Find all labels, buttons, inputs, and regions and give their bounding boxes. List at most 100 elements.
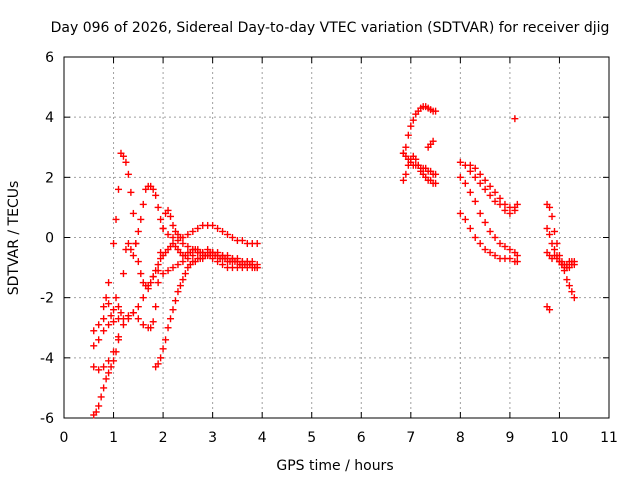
- x-tick-label: 11: [600, 430, 618, 446]
- data-point: [476, 179, 484, 187]
- series-s10: [424, 137, 437, 151]
- series-s13: [456, 209, 521, 266]
- data-point: [100, 327, 108, 335]
- data-point: [456, 158, 464, 166]
- data-point: [548, 240, 556, 248]
- data-point: [219, 227, 227, 235]
- data-point: [228, 234, 236, 241]
- data-point: [412, 155, 420, 163]
- data-point: [95, 366, 103, 374]
- series-s15: [543, 200, 578, 302]
- data-point: [404, 131, 412, 139]
- data-point: [551, 246, 558, 254]
- data-point: [167, 315, 175, 323]
- data-point: [90, 342, 98, 350]
- data-point: [107, 363, 115, 371]
- data-point: [147, 324, 155, 332]
- data-point: [513, 258, 521, 266]
- data-point: [546, 203, 554, 211]
- series-s17: [543, 224, 578, 272]
- x-tick-label: 0: [60, 430, 69, 446]
- data-point: [137, 215, 145, 223]
- data-point: [154, 203, 162, 211]
- data-point: [167, 212, 175, 220]
- data-point: [209, 255, 217, 263]
- data-point: [491, 234, 499, 241]
- data-point: [112, 294, 120, 302]
- data-point: [162, 336, 170, 344]
- x-tick-label: 7: [406, 430, 415, 446]
- data-point: [154, 267, 162, 275]
- x-tick-label: 4: [258, 430, 267, 446]
- data-point: [179, 276, 187, 284]
- data-point: [543, 224, 551, 232]
- data-point: [100, 315, 108, 323]
- data-point: [506, 255, 514, 263]
- data-point: [471, 197, 479, 205]
- data-point: [149, 273, 157, 281]
- data-point: [184, 243, 192, 251]
- data-point: [139, 200, 147, 208]
- data-point: [471, 173, 479, 181]
- data-point: [214, 258, 222, 266]
- data-point: [551, 227, 558, 235]
- data-points: [90, 103, 578, 419]
- data-point: [399, 176, 407, 184]
- data-point: [119, 270, 127, 278]
- data-point: [110, 306, 118, 314]
- data-point: [115, 303, 122, 311]
- data-point: [159, 270, 167, 278]
- x-tick-label: 9: [505, 430, 514, 446]
- data-point: [105, 357, 113, 365]
- data-point: [409, 116, 417, 124]
- data-point: [134, 258, 142, 266]
- data-point: [92, 408, 100, 416]
- data-point: [157, 249, 165, 257]
- data-point: [124, 170, 132, 178]
- data-point: [164, 324, 172, 332]
- data-point: [157, 215, 165, 223]
- data-point: [491, 188, 499, 196]
- data-point: [568, 288, 576, 296]
- data-point: [553, 252, 561, 260]
- data-point: [105, 300, 113, 308]
- data-point: [154, 279, 162, 287]
- data-point: [105, 321, 113, 329]
- data-point: [466, 224, 474, 232]
- series-s11: [456, 158, 521, 217]
- data-point: [176, 282, 184, 290]
- series-s3: [90, 206, 261, 374]
- data-point: [486, 249, 494, 257]
- data-point: [137, 270, 145, 278]
- data-point: [238, 237, 246, 245]
- data-point: [506, 209, 514, 217]
- data-point: [501, 200, 509, 208]
- data-point: [97, 393, 105, 401]
- data-point: [100, 384, 108, 392]
- data-point: [105, 279, 113, 287]
- series-s6: [100, 294, 122, 320]
- data-point: [432, 107, 440, 115]
- data-point: [119, 315, 127, 323]
- data-point: [407, 122, 415, 130]
- data-point: [95, 336, 103, 344]
- x-tick-label: 1: [109, 430, 118, 446]
- data-point: [486, 227, 494, 235]
- data-point: [144, 282, 152, 290]
- data-point: [565, 282, 573, 290]
- data-point: [214, 249, 222, 257]
- data-point: [432, 170, 440, 178]
- data-point: [243, 258, 251, 266]
- data-point: [159, 345, 167, 353]
- data-point: [461, 179, 469, 187]
- data-point: [134, 303, 142, 311]
- data-point: [115, 185, 122, 193]
- data-point: [179, 258, 187, 266]
- data-point: [100, 363, 108, 371]
- data-point: [127, 246, 135, 254]
- data-point: [513, 252, 521, 260]
- y-tick-label: 0: [45, 231, 54, 247]
- series-s19: [511, 115, 519, 123]
- data-point: [491, 197, 499, 205]
- data-point: [134, 315, 142, 323]
